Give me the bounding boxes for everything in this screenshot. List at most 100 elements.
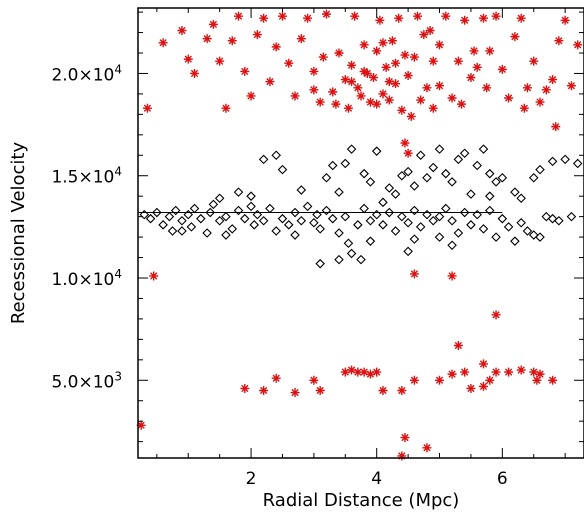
- diamond-point: [516, 193, 526, 204]
- asterisk-point: [469, 46, 479, 56]
- diamond-point: [554, 215, 564, 226]
- diamond-point: [145, 213, 156, 224]
- y-axis-title: Recessional Velocity: [8, 142, 29, 325]
- diamond-point: [334, 254, 344, 265]
- asterisk-point: [453, 56, 463, 66]
- asterisk-point: [136, 420, 146, 430]
- diamond-point: [271, 226, 281, 236]
- diamond-point: [453, 154, 464, 165]
- asterisk-point: [409, 375, 419, 385]
- diamond-point: [290, 207, 300, 218]
- diamond-point: [205, 207, 216, 218]
- y-tick-label: 1.5×104: [51, 165, 122, 188]
- diamond-point: [265, 203, 275, 214]
- red-asterisk-series: [136, 9, 583, 461]
- diamond-point: [491, 177, 501, 187]
- asterisk-point: [347, 77, 357, 87]
- asterisk-point: [516, 365, 526, 375]
- diamond-point: [315, 224, 325, 234]
- asterisk-point: [482, 83, 492, 93]
- diamond-point: [164, 211, 175, 222]
- asterisk-point: [240, 66, 250, 76]
- diamond-point: [277, 164, 288, 175]
- diamond-point: [403, 217, 413, 228]
- asterisk-point: [290, 388, 300, 398]
- asterisk-point: [409, 52, 419, 62]
- asterisk-point: [158, 38, 168, 48]
- asterisk-point: [532, 375, 542, 385]
- asterisk-point: [309, 66, 319, 76]
- diamond-point: [547, 156, 558, 167]
- diamond-point: [356, 254, 366, 265]
- diamond-point: [415, 150, 426, 161]
- y-tick-label: 5.0×103: [51, 369, 122, 392]
- asterisk-point: [541, 85, 551, 95]
- diamond-point: [528, 230, 539, 240]
- asterisk-point: [529, 56, 539, 66]
- x-tick-label: 6: [497, 469, 508, 489]
- asterisk-point: [190, 68, 200, 78]
- diamond-point: [167, 226, 178, 236]
- diamond-point: [340, 158, 351, 169]
- asterisk-point: [485, 375, 495, 385]
- diamond-point: [516, 217, 526, 228]
- asterisk-point: [309, 85, 319, 95]
- asterisk-point: [397, 451, 407, 461]
- diamond-point: [409, 234, 420, 244]
- asterisk-point: [234, 11, 244, 21]
- diamond-point: [327, 160, 338, 171]
- asterisk-point: [435, 375, 445, 385]
- diamond-point: [541, 211, 552, 222]
- asterisk-point: [359, 40, 369, 50]
- diamond-point: [214, 215, 225, 226]
- diamond-point: [214, 193, 225, 204]
- asterisk-point: [309, 375, 319, 385]
- diamond-point: [346, 144, 357, 154]
- asterisk-point: [510, 32, 520, 42]
- asterisk-point: [560, 15, 570, 25]
- diamond-point: [170, 205, 181, 216]
- diamond-point: [233, 205, 244, 216]
- diamond-point: [334, 187, 344, 197]
- asterisk-point: [416, 95, 426, 105]
- asterisk-point: [387, 36, 397, 46]
- asterisk-point: [400, 50, 410, 60]
- diamond-point: [384, 207, 395, 218]
- diamond-point: [472, 209, 482, 220]
- asterisk-point: [491, 11, 501, 21]
- asterisk-point: [519, 103, 529, 113]
- asterisk-point: [372, 46, 382, 56]
- asterisk-point: [215, 56, 225, 66]
- asterisk-point: [529, 367, 539, 377]
- asterisk-point: [372, 367, 382, 377]
- diamond-point: [202, 228, 212, 238]
- diamond-point: [390, 189, 401, 199]
- asterisk-point: [315, 97, 325, 107]
- diamond-point: [340, 211, 351, 222]
- asterisk-point: [356, 91, 366, 101]
- diamond-point: [422, 172, 432, 183]
- diamond-point: [365, 215, 376, 226]
- asterisk-point: [472, 62, 482, 72]
- diamond-point: [466, 189, 476, 199]
- diamond-point: [359, 168, 369, 179]
- diamond-point: [390, 226, 401, 236]
- diamond-point: [447, 240, 457, 251]
- asterisk-point: [227, 36, 237, 46]
- diamond-point: [353, 220, 363, 230]
- diamond-point: [371, 209, 382, 220]
- diamond-point: [183, 209, 194, 220]
- asterisk-point: [548, 375, 558, 385]
- diamond-point: [403, 246, 413, 257]
- diamond-point: [510, 187, 520, 197]
- diamond-point: [378, 220, 388, 230]
- diamond-point: [484, 168, 495, 179]
- asterisk-point: [422, 443, 432, 453]
- asterisk-point: [381, 62, 391, 72]
- tick-labels: 2 4 6 5.0×103 1.0×104 1.5×104 2.0×104: [51, 62, 507, 489]
- diamond-point: [535, 232, 545, 242]
- asterisk-point: [318, 52, 328, 62]
- asterisk-point: [504, 367, 514, 377]
- asterisk-point: [369, 73, 379, 83]
- asterisk-point: [491, 367, 501, 377]
